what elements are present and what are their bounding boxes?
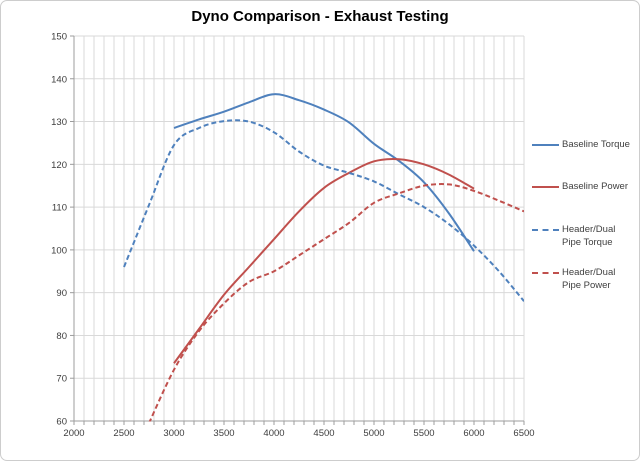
x-tick-label: 2000 (63, 428, 84, 439)
y-tick-label: 90 (56, 288, 67, 299)
series-line-header-dual-pipe-power (148, 183, 524, 422)
y-tick-label: 80 (56, 331, 67, 342)
legend-line-sample (532, 144, 559, 146)
tick-labels: 60 70 80 90 100 110 120 130 140 150 2000 2500 3000 35… (51, 32, 534, 440)
x-tick-label: 6500 (513, 428, 534, 439)
x-tick-label: 6000 (463, 428, 484, 439)
legend-line-sample (532, 186, 559, 188)
y-tick-label: 150 (51, 32, 67, 43)
y-tick-label: 60 (56, 417, 67, 428)
legend-item-baseline-power: Baseline Power (532, 180, 628, 193)
series-line-baseline-power (173, 158, 475, 364)
y-tick-label: 110 (52, 203, 67, 214)
legend-item-header-power: Header/Dual Pipe Power (532, 266, 636, 292)
chart-title: Dyno Comparison - Exhaust Testing (191, 8, 449, 25)
series-line-header-dual-pipe-torque (123, 119, 524, 302)
legend-label: Baseline Torque (562, 139, 630, 150)
series-lines (123, 93, 524, 422)
legend-label: Header/Dual Pipe Power (562, 267, 616, 291)
x-tick-label: 4000 (263, 428, 284, 439)
gridlines (73, 35, 525, 421)
y-tick-label: 130 (51, 117, 67, 128)
x-tick-label: 5500 (413, 428, 434, 439)
y-tick-label: 100 (51, 245, 67, 256)
legend-item-baseline-torque: Baseline Torque (532, 138, 630, 151)
y-tick-label: 70 (56, 374, 67, 385)
legend-item-header-torque: Header/Dual Pipe Torque (532, 223, 636, 249)
y-tick-label: 120 (51, 160, 67, 171)
legend-label: Header/Dual Pipe Torque (562, 224, 616, 248)
series-line-baseline-torque (173, 93, 475, 252)
x-tick-label: 3000 (163, 428, 184, 439)
x-tick-label: 4500 (313, 428, 334, 439)
x-tick-label: 2500 (113, 428, 134, 439)
x-tick-label: 3500 (213, 428, 234, 439)
legend-line-sample (532, 229, 559, 231)
x-tick-label: 5000 (363, 428, 384, 439)
y-tick-label: 140 (51, 74, 67, 85)
legend-line-sample (532, 272, 559, 274)
legend-label: Baseline Power (562, 181, 629, 192)
